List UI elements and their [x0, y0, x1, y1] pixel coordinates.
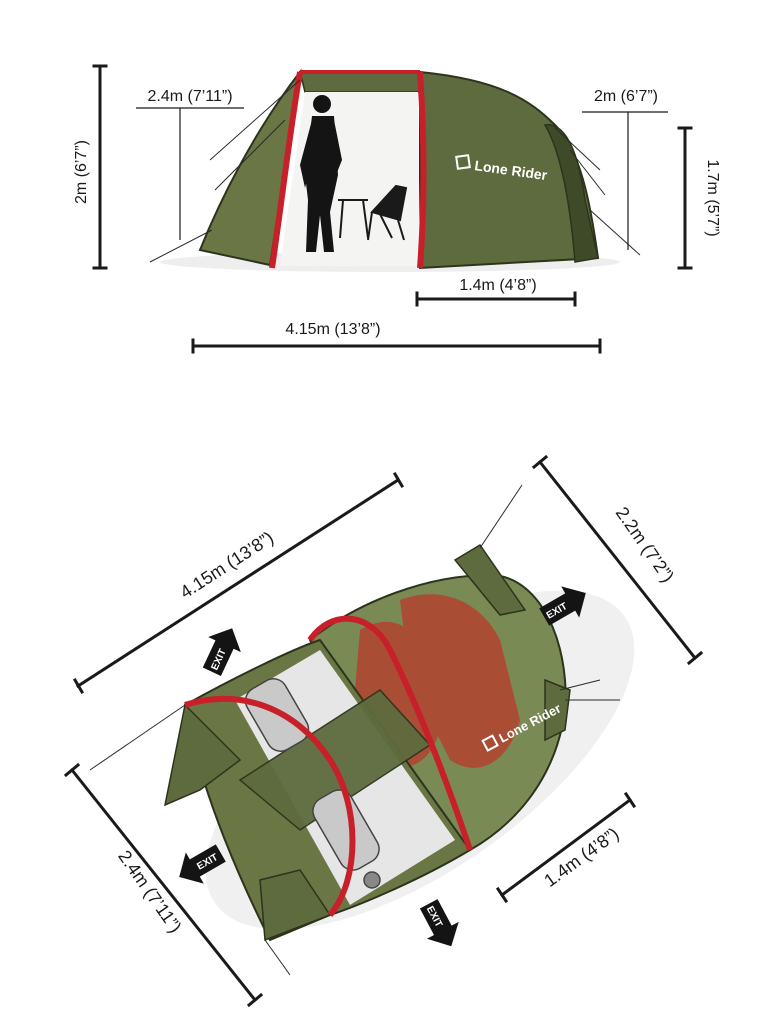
- tent-vestibule: [198, 68, 302, 267]
- dim-rear-top-height: 2m (6’7”): [594, 88, 658, 105]
- middle-pole: [417, 71, 427, 269]
- dim-entrance-height: 2.4m (7’11”): [147, 88, 232, 105]
- dim-front-width: 2.4m (7’11”): [114, 847, 185, 937]
- person-silhouette: [300, 95, 342, 252]
- front-pole: [269, 71, 303, 269]
- tent-rear-body: [419, 70, 600, 270]
- dim-total-length: 4.15m (13’8”): [285, 321, 380, 338]
- dim-rear-width: 2.2m (7’2”): [612, 503, 678, 586]
- dim-vestibule-length: 1.4m (4’8”): [459, 277, 536, 294]
- dim-total-height: 2m (6’7”): [73, 140, 90, 204]
- exit-arrow-bottom: EXIT: [419, 899, 459, 947]
- middle-pole: [307, 615, 473, 851]
- motorcycle-icon: [244, 678, 381, 889]
- exit-arrow-top-left: EXIT: [202, 628, 241, 676]
- top-view: Lone Rider EXIT EXIT EXIT EXIT 4.15m (13…: [63, 454, 704, 1008]
- side-view: Lone Rider 2m (6’7”) 2.4m (7’11”) 2m (6’…: [73, 64, 721, 354]
- front-pole: [184, 695, 356, 917]
- exit-arrow-top-right: EXIT: [539, 586, 586, 626]
- camp-furniture: [338, 184, 408, 241]
- exit-arrow-bottom-left: EXIT: [179, 844, 226, 884]
- dim-rear-height: 1.7m (5’7”): [704, 159, 721, 236]
